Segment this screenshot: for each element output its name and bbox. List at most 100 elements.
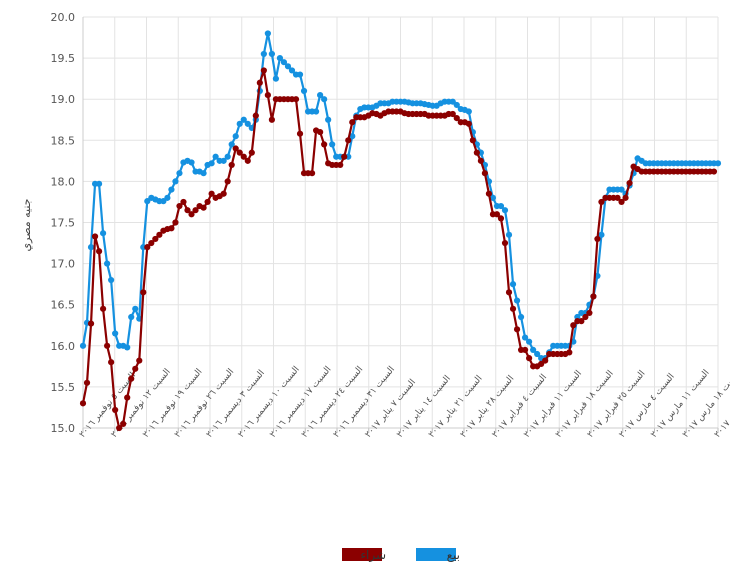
data-point-buy[interactable] [152, 235, 159, 243]
data-point-buy[interactable] [256, 79, 263, 86]
data-point-buy[interactable] [99, 305, 107, 312]
data-point-buy[interactable] [513, 326, 521, 333]
data-point-buy[interactable] [172, 219, 179, 226]
data-point-buy[interactable] [268, 116, 275, 123]
data-point-buy[interactable] [200, 204, 207, 211]
data-point-sell[interactable] [284, 63, 292, 70]
data-point-buy[interactable] [317, 128, 324, 136]
data-point-sell[interactable] [108, 276, 115, 284]
data-point-buy[interactable] [292, 96, 300, 103]
data-point-sell[interactable] [104, 260, 111, 267]
data-point-sell[interactable] [534, 350, 541, 358]
legend-item-sell[interactable]: بيع [416, 548, 460, 562]
data-point-sell[interactable] [95, 180, 103, 187]
data-point-buy[interactable] [244, 157, 251, 164]
data-point-sell[interactable] [618, 186, 625, 193]
data-point-buy[interactable] [566, 349, 573, 356]
data-point-buy[interactable] [337, 161, 344, 169]
data-point-buy[interactable] [570, 322, 577, 329]
data-point-sell[interactable] [325, 116, 332, 123]
data-point-sell[interactable] [489, 194, 497, 201]
data-point-buy[interactable] [493, 211, 501, 218]
data-point-buy[interactable] [224, 178, 231, 185]
data-point-buy[interactable] [586, 309, 593, 317]
data-point-sell[interactable] [321, 96, 328, 103]
data-point-buy[interactable] [264, 91, 271, 99]
data-point-buy[interactable] [156, 231, 163, 238]
data-point-sell[interactable] [517, 313, 525, 321]
data-point-buy[interactable] [192, 207, 199, 214]
data-point-buy[interactable] [240, 153, 247, 160]
data-point-sell[interactable] [168, 186, 175, 193]
data-point-buy[interactable] [449, 110, 456, 118]
data-point-sell[interactable] [530, 346, 537, 354]
data-point-sell[interactable] [264, 30, 271, 37]
data-point-buy[interactable] [497, 215, 505, 222]
data-point-buy[interactable] [614, 194, 621, 201]
data-point-buy[interactable] [204, 198, 211, 206]
data-point-buy[interactable] [260, 67, 267, 74]
data-point-buy[interactable] [95, 248, 103, 255]
data-point-sell[interactable] [224, 153, 231, 160]
data-point-sell[interactable] [236, 120, 243, 127]
data-point-buy[interactable] [83, 379, 91, 386]
data-point-sell[interactable] [272, 75, 280, 82]
data-point-sell[interactable] [112, 330, 119, 337]
data-point-buy[interactable] [521, 346, 529, 354]
data-point-buy[interactable] [501, 239, 509, 247]
data-point-buy[interactable] [116, 424, 123, 432]
data-point-buy[interactable] [228, 161, 235, 169]
data-point-buy[interactable] [112, 406, 119, 414]
data-point-sell[interactable] [714, 160, 722, 167]
data-point-buy[interactable] [526, 355, 533, 362]
data-point-buy[interactable] [453, 115, 460, 122]
data-point-sell[interactable] [509, 281, 517, 288]
data-point-buy[interactable] [124, 394, 131, 401]
data-point-buy[interactable] [618, 198, 625, 206]
data-point-buy[interactable] [148, 239, 155, 247]
data-point-buy[interactable] [582, 313, 589, 321]
data-point-sell[interactable] [288, 67, 296, 74]
data-point-buy[interactable] [477, 157, 484, 164]
data-point-sell[interactable] [497, 202, 505, 210]
data-point-buy[interactable] [252, 112, 259, 119]
data-point-sell[interactable] [300, 87, 308, 95]
data-point-buy[interactable] [91, 233, 99, 240]
data-point-buy[interactable] [128, 375, 135, 382]
data-point-sell[interactable] [268, 50, 275, 58]
data-point-buy[interactable] [473, 149, 480, 156]
data-point-sell[interactable] [188, 159, 195, 166]
data-point-buy[interactable] [465, 120, 472, 127]
data-point-buy[interactable] [87, 320, 95, 327]
data-point-sell[interactable] [200, 170, 207, 177]
data-point-buy[interactable] [104, 342, 111, 349]
data-point-sell[interactable] [349, 133, 356, 140]
data-point-buy[interactable] [232, 145, 239, 152]
data-point-sell[interactable] [164, 194, 171, 201]
data-point-buy[interactable] [349, 119, 356, 126]
data-point-sell[interactable] [513, 297, 521, 304]
data-point-sell[interactable] [244, 120, 251, 127]
data-point-buy[interactable] [132, 365, 139, 372]
data-point-sell[interactable] [220, 157, 227, 164]
data-point-sell[interactable] [465, 108, 472, 115]
data-point-sell[interactable] [329, 141, 336, 148]
data-point-buy[interactable] [321, 141, 328, 148]
data-point-sell[interactable] [208, 160, 215, 167]
legend-item-buy[interactable]: شراء [342, 548, 386, 563]
data-point-buy[interactable] [168, 225, 175, 232]
data-point-buy[interactable] [485, 190, 493, 197]
data-point-buy[interactable] [505, 289, 513, 296]
data-point-buy[interactable] [626, 179, 633, 187]
data-point-buy[interactable] [296, 130, 304, 137]
data-point-buy[interactable] [710, 168, 718, 175]
data-point-sell[interactable] [87, 244, 95, 251]
data-point-buy[interactable] [345, 137, 352, 144]
data-point-buy[interactable] [542, 357, 549, 364]
data-point-buy[interactable] [622, 194, 629, 201]
data-point-sell[interactable] [276, 55, 284, 62]
data-point-sell[interactable] [598, 231, 605, 238]
data-point-buy[interactable] [188, 211, 195, 218]
data-point-sell[interactable] [501, 207, 509, 214]
data-point-sell[interactable] [132, 305, 139, 312]
